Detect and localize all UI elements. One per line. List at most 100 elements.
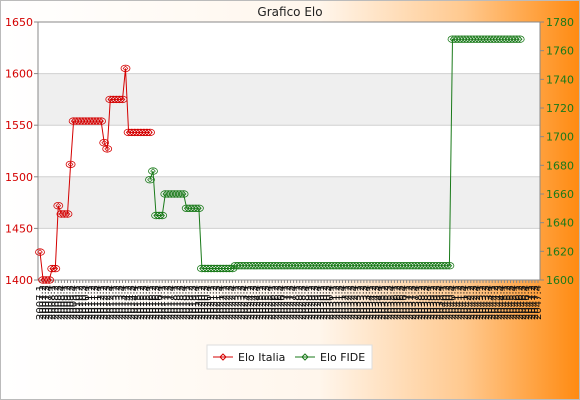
x-tick-label: 2025.4 xyxy=(264,285,275,320)
x-tick-label: 2039.4 xyxy=(435,285,446,320)
x-tick-label: 2035.3 xyxy=(383,285,394,320)
data-point xyxy=(151,211,162,220)
x-tick-label: 2028.4 xyxy=(301,285,312,320)
x-tick-label: 2038.4 xyxy=(423,285,434,320)
x-tick-label: 2043.2 xyxy=(478,285,489,320)
data-point xyxy=(511,35,522,43)
x-tick-label: 2017.4 xyxy=(166,285,177,320)
x-tick-label: 2013.4 xyxy=(117,285,128,320)
x-tick-label: 2035.4 xyxy=(386,285,397,320)
plot-area xyxy=(37,21,541,281)
x-axis: 2007.12007.22007.32007.42008.12008.22008… xyxy=(35,280,544,320)
data-point xyxy=(148,167,158,175)
left-tick-label: 1650 xyxy=(5,16,33,29)
x-tick-label: 2046.3 xyxy=(518,285,529,320)
data-point xyxy=(172,190,183,198)
right-tick-label: 1740 xyxy=(546,73,574,86)
x-tick-label: 2026.2 xyxy=(270,285,281,320)
data-point xyxy=(145,128,155,137)
x-tick-label: 2015.1 xyxy=(133,285,144,320)
x-tick-label: 2029.4 xyxy=(313,285,324,320)
x-tick-label: 2011.3 xyxy=(90,285,101,320)
x-tick-label: 2038.3 xyxy=(420,285,431,320)
data-point xyxy=(193,204,204,212)
x-tick-label: 2024.2 xyxy=(246,285,257,320)
x-tick-label: 2020.2 xyxy=(197,285,208,320)
x-tick-label: 2045.4 xyxy=(509,285,520,320)
x-tick-label: 2029.1 xyxy=(304,285,315,320)
plot-band xyxy=(38,176,540,229)
x-tick-label: 2007.4 xyxy=(44,285,55,320)
x-tick-label: 2008.1 xyxy=(47,285,58,320)
x-tick-label: 2018.2 xyxy=(172,285,183,320)
x-tick-label: 2023.4 xyxy=(240,285,251,320)
x-tick-label: 2023.3 xyxy=(237,285,248,320)
x-tick-label: 2025.2 xyxy=(258,285,269,320)
data-point xyxy=(145,175,155,184)
data-point-marker xyxy=(64,211,71,217)
right-tick-label: 1640 xyxy=(546,217,574,230)
x-tick-label: 2007.2 xyxy=(38,285,49,320)
x-tick-label: 2046.1 xyxy=(512,285,523,320)
x-tick-label: 2037.2 xyxy=(405,285,416,320)
data-point xyxy=(120,64,131,73)
x-tick-label: 2033.4 xyxy=(362,285,373,320)
x-tick-label: 2034.1 xyxy=(365,285,376,320)
data-point xyxy=(175,190,186,198)
x-tick-label: 2040.4 xyxy=(447,285,458,320)
data-point xyxy=(157,211,168,220)
x-tick-label: 2021.3 xyxy=(212,285,223,320)
x-tick-label: 2042.2 xyxy=(466,285,477,320)
x-tick-label: 2023.1 xyxy=(231,285,242,320)
x-tick-label: 2044.1 xyxy=(487,285,498,320)
right-tick-label: 1680 xyxy=(546,159,574,172)
left-tick-label: 1400 xyxy=(5,274,33,287)
x-tick-label: 2017.1 xyxy=(157,285,168,320)
data-point xyxy=(114,95,125,104)
x-tick-label: 2032.3 xyxy=(347,285,358,320)
data-point-marker xyxy=(516,36,523,42)
x-tick-label: 2008.4 xyxy=(56,285,67,320)
x-tick-label: 2015.4 xyxy=(142,285,153,320)
x-tick-label: 2025.3 xyxy=(261,285,272,320)
x-tick-label: 2032.1 xyxy=(341,285,352,320)
x-tick-label: 2026.4 xyxy=(276,285,287,320)
data-point-marker xyxy=(52,265,59,272)
data-point-marker xyxy=(122,65,129,72)
x-tick-label: 2033.3 xyxy=(359,285,370,320)
x-tick-label: 2035.2 xyxy=(380,285,391,320)
x-tick-label: 2047.4 xyxy=(533,285,544,320)
x-tick-label: 2037.4 xyxy=(411,285,422,320)
x-tick-label: 2043.1 xyxy=(475,285,486,320)
x-tick-label: 2009.1 xyxy=(59,285,70,320)
data-point xyxy=(102,145,113,153)
x-tick-label: 2012.4 xyxy=(105,285,116,320)
legend-item-elo-fide: Elo FIDE xyxy=(295,351,365,364)
x-tick-label: 2024.3 xyxy=(249,285,260,320)
data-point-marker xyxy=(101,139,107,146)
x-tick-label: 2043.4 xyxy=(484,285,495,320)
right-tick-label: 1780 xyxy=(546,16,574,29)
x-tick-label: 2041.2 xyxy=(454,285,465,320)
data-point-marker xyxy=(119,96,126,103)
x-tick-label: 2027.2 xyxy=(282,285,293,320)
data-point xyxy=(187,204,198,212)
x-tick-label: 2042.1 xyxy=(463,285,474,320)
plot-band xyxy=(38,228,540,280)
x-tick-label: 2019.2 xyxy=(185,285,196,320)
data-point-marker xyxy=(180,191,187,197)
plot-band xyxy=(38,22,540,74)
x-tick-label: 2045.3 xyxy=(506,285,517,320)
x-tick-label: 2014.4 xyxy=(130,285,141,320)
right-tick-label: 1700 xyxy=(546,131,574,144)
data-point xyxy=(96,117,106,125)
x-tick-label: 2014.1 xyxy=(121,285,132,320)
x-tick-label: 2041.3 xyxy=(457,285,468,320)
data-point-marker xyxy=(37,249,43,255)
x-tick-label: 2021.1 xyxy=(206,285,217,320)
x-tick-label: 2019.1 xyxy=(182,285,193,320)
x-tick-label: 2018.3 xyxy=(176,285,187,320)
left-tick-label: 1450 xyxy=(5,222,33,235)
data-point xyxy=(508,35,519,43)
x-tick-label: 2014.2 xyxy=(124,285,135,320)
